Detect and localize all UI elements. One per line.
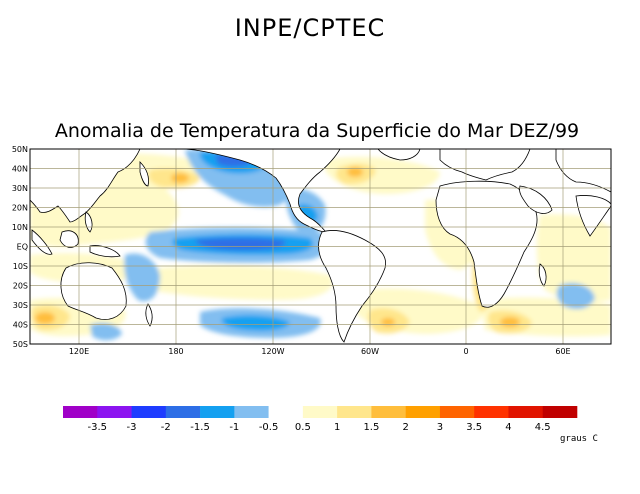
- lat-label: EQ: [17, 243, 28, 252]
- map-frame: [29, 148, 612, 345]
- lat-label: 20N: [12, 204, 28, 213]
- colorbar-label: 4.5: [535, 422, 551, 433]
- arabia: [519, 185, 553, 214]
- colorbar-swatch: [200, 406, 235, 418]
- graticule: [30, 149, 611, 344]
- colorbar-swatch: [508, 406, 544, 418]
- colorbar-label: 2: [402, 422, 408, 433]
- greenland: [377, 149, 421, 161]
- warm-anomaly-core-tasman: [35, 312, 55, 324]
- lon-label: 120W: [261, 347, 284, 356]
- colorbar-swatch: [97, 406, 132, 418]
- colorbar-swatch: [302, 406, 338, 418]
- warm-anomaly-core-kuroshio: [171, 173, 189, 183]
- north-america: [184, 149, 341, 233]
- lon-label: 60E: [555, 347, 570, 356]
- colorbar-label: -3.5: [88, 422, 108, 433]
- madagascar: [538, 263, 547, 287]
- colorbar-swatch: [439, 406, 475, 418]
- longitude-labels: 120E 180 120W 60W 0 60E: [69, 347, 571, 356]
- warm-anomaly-south-pacific-band: [140, 265, 333, 300]
- colorbar: -3.5 -3 -2 -1.5 -1 -0.5 0.5 1 1.5 2 3 3.5 4 4.5: [63, 406, 578, 433]
- cold-anomaly-south-indian-east: [90, 323, 122, 341]
- colorbar-swatch: [542, 406, 578, 418]
- south-america: [318, 230, 387, 343]
- colorbar-swatch: [234, 406, 269, 418]
- colorbar-label: -0.5: [259, 422, 279, 433]
- new-zealand: [145, 303, 153, 327]
- lon-label: 0: [463, 347, 468, 356]
- colorbar-label: 1: [334, 422, 340, 433]
- colorbar-label: 3: [437, 422, 443, 433]
- lat-label: 50N: [12, 145, 28, 154]
- latitude-labels: 50N 40N 30N 20N 10N EQ 10S 20S 30S 40S 5…: [12, 145, 28, 349]
- units-label: graus C: [560, 434, 598, 444]
- asia-landmass: [30, 149, 141, 223]
- lon-label: 60W: [361, 347, 379, 356]
- sumatra: [31, 229, 53, 255]
- colorbar-swatch: [165, 406, 201, 418]
- lat-label: 10N: [12, 223, 28, 232]
- warm-anomaly-core-agulhas: [500, 317, 520, 327]
- lat-label: 40S: [13, 321, 28, 330]
- asia-east-edge: [555, 149, 611, 193]
- lat-label: 30S: [13, 301, 28, 310]
- lon-label: 180: [168, 347, 183, 356]
- cold-anomaly-indian-south: [556, 283, 595, 310]
- warm-anomaly-core-gulf-stream: [347, 167, 363, 177]
- lat-label: 30N: [12, 184, 28, 193]
- map-plot-area: [30, 149, 611, 344]
- colorbar-label: 4: [505, 422, 511, 433]
- colorbar-swatch: [474, 406, 509, 418]
- lon-label: 120E: [69, 347, 89, 356]
- borneo: [59, 230, 79, 248]
- colorbar-swatch: [63, 406, 98, 418]
- colorbar-swatch: [405, 406, 441, 418]
- warm-anomaly-indian-ocean: [536, 214, 611, 302]
- map-title: Anomalia de Temperatura da Superficie do…: [54, 120, 580, 142]
- india: [575, 195, 611, 237]
- europe: [439, 149, 531, 181]
- organization-title: INPE/CPTEC: [234, 14, 386, 42]
- colorbar-label: 1.5: [363, 422, 379, 433]
- colorbar-label: -2: [161, 422, 171, 433]
- colorbar-label: -1.5: [190, 422, 210, 433]
- colorbar-label: -1: [229, 422, 239, 433]
- colorbar-swatch: [337, 406, 372, 418]
- colorbar-swatch: [371, 406, 406, 418]
- cold-anomaly-coral-sea: [124, 253, 160, 302]
- cold-anomaly-equatorial-strong: [195, 237, 286, 250]
- colorbar-swatch: [268, 406, 304, 418]
- lat-label: 50S: [13, 340, 28, 349]
- warm-anomaly-core-south-atlantic: [381, 318, 395, 326]
- lat-label: 40N: [12, 165, 28, 174]
- colorbar-label: 0.5: [295, 422, 311, 433]
- colorbar-label: -3: [127, 422, 137, 433]
- colorbar-swatch: [131, 406, 167, 418]
- lat-label: 20S: [13, 282, 28, 291]
- colorbar-label: 3.5: [466, 422, 482, 433]
- lat-label: 10S: [13, 262, 28, 271]
